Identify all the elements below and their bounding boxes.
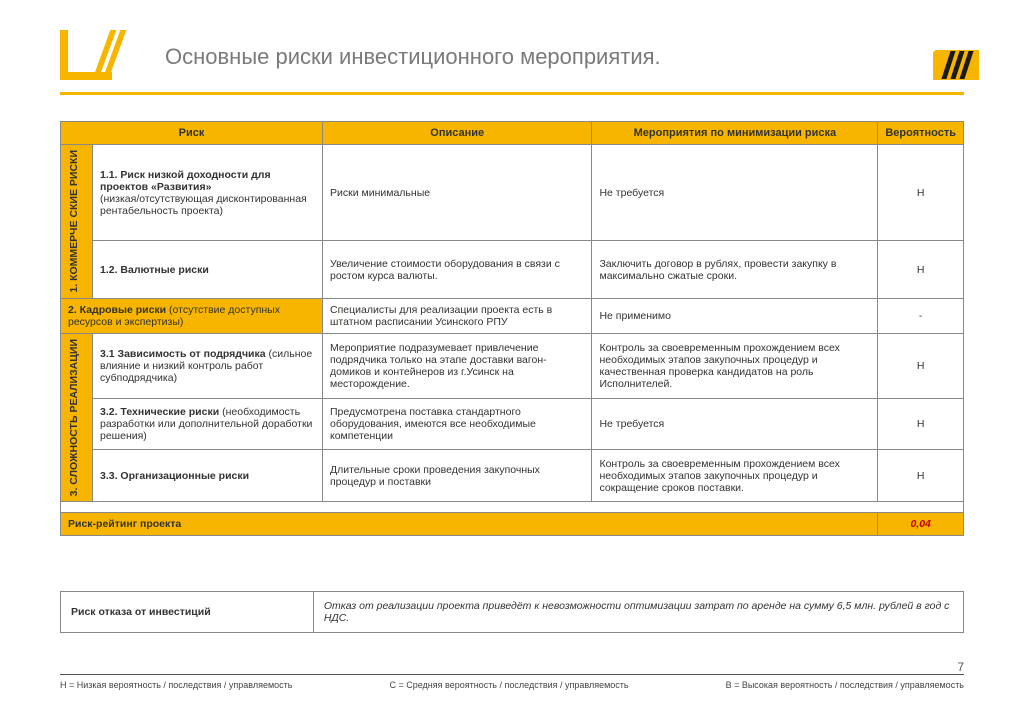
spacer-row: [61, 502, 964, 513]
logo-left-icon: [60, 30, 120, 80]
legend-high: В = Высокая вероятность / последствия / …: [726, 680, 964, 690]
group-1-label: 1. КОММЕРЧЕ СКИЕ РИСКИ: [61, 145, 93, 299]
risk-desc: Предусмотрена поставка стандартного обор…: [323, 398, 592, 450]
legend-mid: С = Средняя вероятность / последствия / …: [389, 680, 628, 690]
risk-desc: Увеличение стоимости оборудования в связ…: [323, 241, 592, 298]
risk-name-cell: 1.1. Риск низкой доходности для проектов…: [93, 145, 323, 241]
logo-right-icon: [933, 30, 979, 80]
risk-mit: Контроль за своевременным прохождением в…: [592, 450, 878, 502]
refusal-table: Риск отказа от инвестиций Отказ от реали…: [60, 591, 964, 633]
col-mitigation: Мероприятия по минимизации риска: [592, 122, 878, 145]
risk-desc: Риски минимальные: [323, 145, 592, 241]
risk-mit: Не требуется: [592, 398, 878, 450]
risk-name-cell: 3.3. Организационные риски: [93, 450, 323, 502]
col-risk: Риск: [61, 122, 323, 145]
table-row: 1.2. Валютные риски Увеличение стоимости…: [61, 241, 964, 298]
risk-prob: Н: [878, 145, 964, 241]
risk-table: Риск Описание Мероприятия по минимизации…: [60, 121, 964, 536]
risk-desc: Длительные сроки проведения закупочных п…: [323, 450, 592, 502]
table-row: 2. Кадровые риски (отсутствие доступных …: [61, 298, 964, 333]
risk-mit: Контроль за своевременным прохождением в…: [592, 333, 878, 398]
slide-header: Основные риски инвестиционного мероприят…: [0, 0, 1024, 80]
table-row: 1. КОММЕРЧЕ СКИЕ РИСКИ 1.1. Риск низкой …: [61, 145, 964, 241]
risk-name-cell: 2. Кадровые риски (отсутствие доступных …: [61, 298, 323, 333]
risk-mit: Заключить договор в рублях, провести зак…: [592, 241, 878, 298]
col-description: Описание: [323, 122, 592, 145]
risk-prob: Н: [878, 241, 964, 298]
risk-prob: Н: [878, 398, 964, 450]
legend: Н = Низкая вероятность / последствия / у…: [60, 674, 964, 690]
risk-name-cell: 3.2. Технические риски (необходимость ра…: [93, 398, 323, 450]
table-row: Риск отказа от инвестиций Отказ от реали…: [61, 592, 964, 633]
page-number: 7: [957, 660, 964, 674]
table-row: 3. СЛОЖНОСТЬ РЕАЛИЗАЦИИ 3.1 Зависимость …: [61, 333, 964, 398]
legend-low: Н = Низкая вероятность / последствия / у…: [60, 680, 293, 690]
risk-mit: Не применимо: [592, 298, 878, 333]
table-row: 3.2. Технические риски (необходимость ра…: [61, 398, 964, 450]
risk-prob: -: [878, 298, 964, 333]
rating-value: 0,04: [878, 513, 964, 536]
rating-row: Риск-рейтинг проекта 0,04: [61, 513, 964, 536]
table-row: 3.3. Организационные риски Длительные ср…: [61, 450, 964, 502]
risk-desc: Специалисты для реализации проекта есть …: [323, 298, 592, 333]
risk-prob: Н: [878, 333, 964, 398]
risk-name-cell: 1.2. Валютные риски: [93, 241, 323, 298]
refusal-label: Риск отказа от инвестиций: [61, 592, 314, 633]
rating-label: Риск-рейтинг проекта: [61, 513, 878, 536]
risk-prob: Н: [878, 450, 964, 502]
group-3-label: 3. СЛОЖНОСТЬ РЕАЛИЗАЦИИ: [61, 333, 93, 501]
table-header-row: Риск Описание Мероприятия по минимизации…: [61, 122, 964, 145]
col-probability: Вероятность: [878, 122, 964, 145]
risk-name-cell: 3.1 Зависимость от подрядчика (сильное в…: [93, 333, 323, 398]
page-title: Основные риски инвестиционного мероприят…: [165, 30, 661, 70]
risk-mit: Не требуется: [592, 145, 878, 241]
content-area: Риск Описание Мероприятия по минимизации…: [0, 95, 1024, 633]
risk-desc: Мероприятие подразумевает привлечение по…: [323, 333, 592, 398]
refusal-text: Отказ от реализации проекта приведёт к н…: [313, 592, 963, 633]
